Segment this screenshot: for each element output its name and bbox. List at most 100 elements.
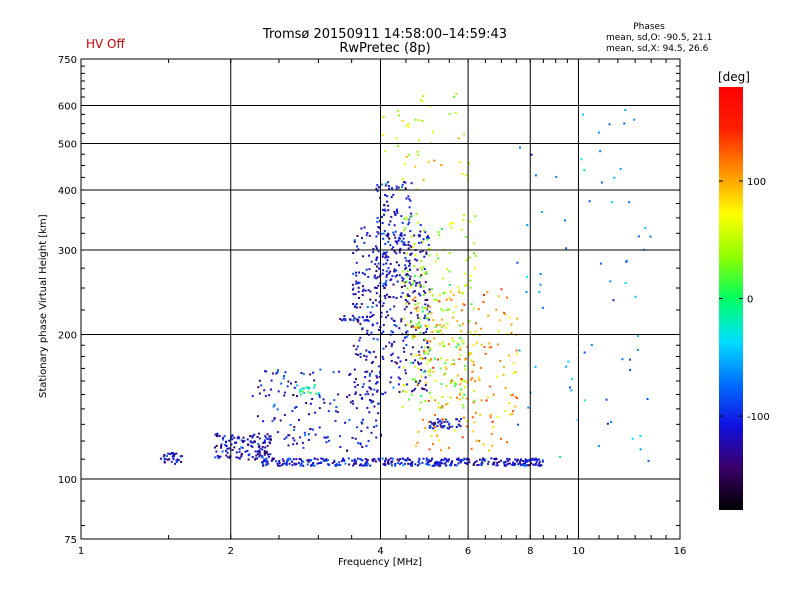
data-point: [410, 182, 413, 185]
data-point: [180, 461, 183, 463]
data-point: [262, 441, 265, 444]
data-point: [262, 464, 265, 467]
data-point: [247, 458, 250, 461]
data-point: [277, 464, 280, 467]
data-point: [393, 210, 396, 213]
data-point: [258, 432, 260, 435]
data-point: [382, 463, 385, 466]
data-point: [397, 109, 400, 112]
data-point: [474, 330, 477, 333]
data-point: [268, 435, 271, 438]
data-point: [337, 464, 340, 467]
data-point: [416, 306, 419, 309]
data-point: [370, 362, 373, 364]
data-point: [355, 282, 358, 285]
data-point: [179, 455, 182, 458]
data-point: [395, 187, 398, 190]
data-point: [271, 420, 274, 423]
data-point: [474, 267, 476, 270]
data-point: [469, 378, 472, 381]
data-point: [348, 394, 351, 397]
data-point: [448, 284, 451, 286]
data-point: [488, 346, 491, 349]
data-point: [378, 227, 381, 230]
data-point: [366, 462, 369, 465]
data-point: [514, 462, 517, 465]
data-point: [410, 353, 413, 356]
data-point: [516, 423, 519, 426]
data-point: [406, 383, 409, 386]
data-point: [288, 457, 291, 460]
data-point: [447, 427, 450, 430]
data-point: [414, 359, 417, 362]
data-point: [555, 175, 558, 178]
data-point: [442, 459, 445, 461]
data-point: [412, 326, 415, 328]
data-point: [395, 137, 398, 140]
data-point: [406, 300, 409, 303]
data-point: [504, 464, 507, 467]
data-point: [352, 344, 355, 347]
data-point: [432, 366, 435, 369]
data-point: [367, 275, 370, 278]
phases-x-stats: mean, sd,X: 94.5, 26.6: [606, 44, 709, 54]
y-axis-label: Stationary phase Virtual Height [km]: [38, 214, 49, 398]
data-point: [527, 406, 530, 409]
data-point: [580, 158, 583, 161]
data-point: [455, 426, 458, 428]
data-point: [335, 406, 338, 408]
data-point: [526, 459, 529, 462]
data-point: [392, 296, 395, 299]
data-point: [569, 386, 571, 389]
data-point: [398, 264, 400, 267]
data-point: [163, 453, 166, 456]
data-point: [393, 320, 396, 322]
data-point: [435, 324, 438, 327]
data-point: [282, 462, 285, 465]
data-point: [318, 426, 321, 429]
data-point: [422, 457, 425, 460]
data-point: [427, 399, 430, 402]
data-point: [336, 411, 339, 414]
data-point: [445, 326, 448, 329]
data-point: [453, 363, 456, 366]
data-point: [263, 452, 266, 454]
data-point: [358, 297, 360, 299]
data-point: [408, 259, 411, 262]
data-point: [364, 393, 367, 396]
data-point: [444, 365, 447, 368]
data-point: [397, 239, 400, 242]
data-point: [610, 421, 612, 423]
data-point: [311, 464, 314, 467]
data-point: [378, 459, 381, 462]
data-point: [356, 426, 359, 429]
data-point: [526, 275, 528, 278]
data-point: [402, 241, 405, 244]
data-point: [406, 287, 409, 290]
data-point: [392, 231, 395, 234]
data-point: [299, 464, 302, 467]
data-point: [468, 351, 471, 354]
data-point: [248, 453, 251, 456]
data-point: [461, 339, 464, 342]
data-point: [414, 387, 417, 390]
data-point: [457, 286, 460, 289]
data-point: [425, 253, 428, 255]
data-point: [644, 227, 647, 230]
data-point: [428, 448, 431, 451]
data-point: [468, 256, 471, 259]
data-point: [400, 234, 403, 237]
data-point: [387, 185, 390, 188]
data-point: [416, 310, 419, 313]
data-point: [387, 458, 390, 461]
data-point: [370, 401, 373, 404]
data-point: [456, 418, 459, 421]
data-point: [352, 272, 355, 275]
data-point: [369, 372, 371, 375]
y-tick-label: 500: [58, 140, 77, 151]
data-point: [416, 150, 419, 153]
data-point: [381, 208, 384, 211]
data-point: [506, 459, 509, 462]
colorbar-unit-label: [deg]: [718, 70, 750, 84]
data-point: [409, 230, 412, 233]
